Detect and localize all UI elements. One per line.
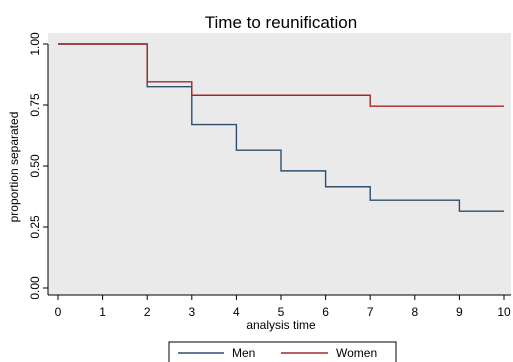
x-tick-label: 6: [322, 305, 329, 319]
chart-title: Time to reunification: [205, 13, 357, 32]
legend-box: [168, 341, 397, 362]
x-tick-label: 10: [497, 305, 511, 319]
series-layer: [58, 43, 504, 212]
x-tick-label: 0: [55, 305, 62, 319]
x-tick-label: 1: [99, 305, 106, 319]
x-tick-label: 4: [233, 305, 240, 319]
y-axis-label: proportion separated: [7, 112, 21, 223]
x-tick-label: 2: [144, 305, 151, 319]
axes: 0 1 2 3 4 5 6 7 8 9 10 0.00 0.25 0.50 0.75 1.00: [28, 32, 511, 319]
x-tick-label: 3: [188, 305, 195, 319]
plot-area: [48, 33, 511, 295]
legend-label-women: Women: [336, 346, 377, 360]
y-tick-label: 0.50: [28, 154, 42, 178]
series-line-women: [58, 43, 504, 107]
x-tick-label: 7: [367, 305, 374, 319]
y-tick-label: 0.75: [28, 93, 42, 117]
legend: Men Women: [168, 341, 397, 362]
x-tick-label: 8: [411, 305, 418, 319]
legend-label-men: Men: [232, 346, 255, 360]
x-axis-label: analysis time: [246, 318, 316, 332]
y-tick-label: 0.25: [28, 215, 42, 239]
y-tick-label: 0.00: [28, 276, 42, 300]
x-tick-label: 9: [456, 305, 463, 319]
y-tick-label: 1.00: [28, 32, 42, 56]
x-tick-label: 5: [278, 305, 285, 319]
series-line-men: [58, 43, 504, 212]
